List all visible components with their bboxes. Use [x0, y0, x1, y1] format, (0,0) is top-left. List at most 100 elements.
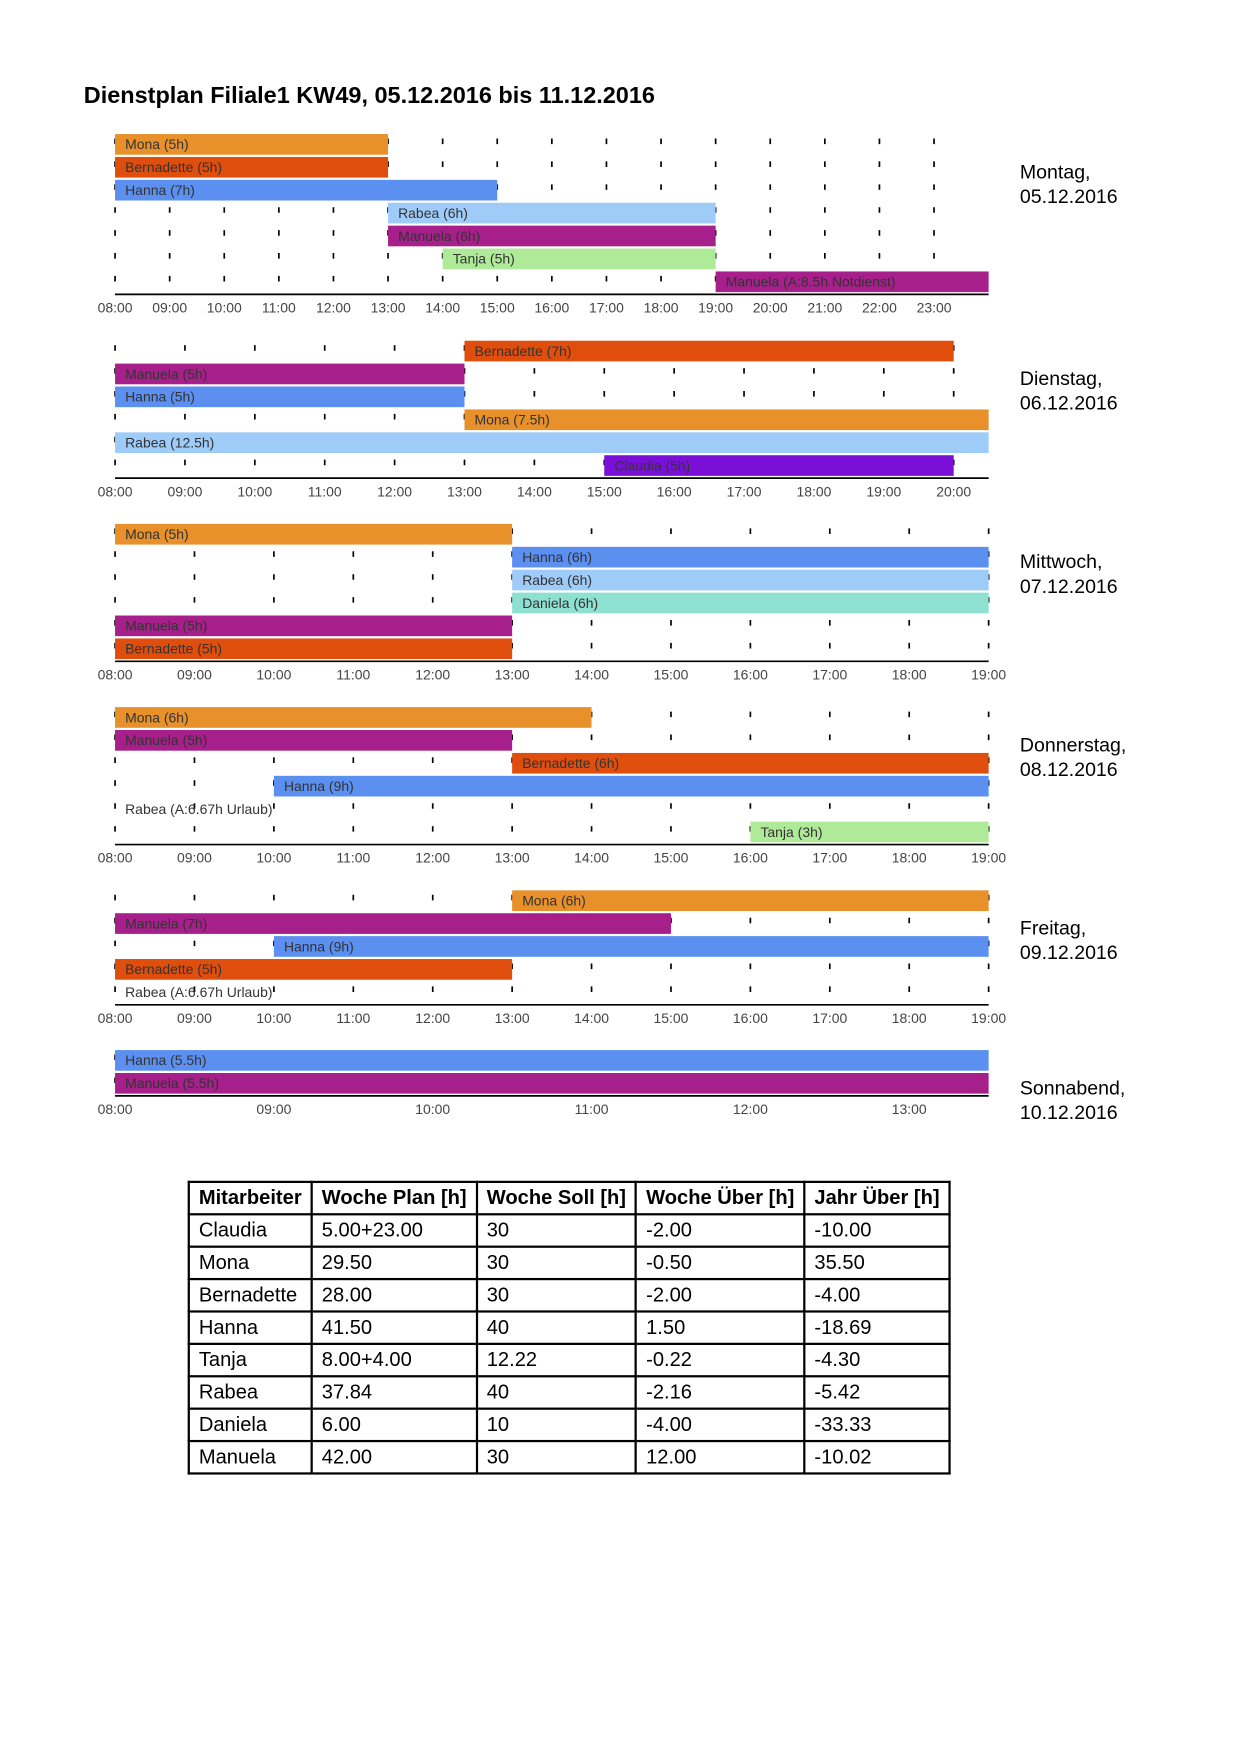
tick-label: 19:00 [698, 300, 733, 316]
tick-label: 15:00 [654, 850, 689, 866]
shift-bar [464, 409, 989, 431]
day-date: 08.12.2016 [1020, 759, 1118, 781]
tick-label: 13:00 [371, 300, 406, 316]
table-cell: 12.00 [634, 1439, 806, 1475]
tick-label: 18:00 [892, 667, 927, 683]
table-cell: 41.50 [310, 1310, 478, 1345]
table-cell: Bernadette [187, 1277, 313, 1313]
tick-label: 11:00 [575, 1101, 609, 1117]
shift-bar [604, 455, 954, 476]
shift-bar [273, 775, 989, 797]
tick-label: 18:00 [892, 1010, 927, 1026]
day-date: 06.12.2016 [1020, 393, 1118, 415]
day-date: 09.12.2016 [1020, 942, 1118, 964]
shift-label: Manuela (A:8.5h Notdienst) [726, 274, 896, 290]
shift-label: Manuela (5h) [125, 618, 207, 634]
table-cell: 28.00 [310, 1277, 478, 1313]
shift-label: Bernadette (5h) [125, 159, 222, 175]
shift-label: Bernadette (6h) [522, 755, 619, 771]
table-cell: 12.22 [475, 1342, 638, 1378]
shift-label: Mona (6h) [522, 892, 586, 908]
tick-label: 13:00 [892, 1101, 927, 1117]
table-row: Bernadette 28.00 30 -2.00 -4.00 [187, 1277, 951, 1313]
tick-label: 14:00 [517, 483, 552, 499]
tick-label: 13:00 [495, 1010, 530, 1026]
header-cell: Woche Soll [h] [475, 1180, 638, 1216]
shift-label: Bernadette (7h) [475, 343, 572, 359]
tick-label: 13:00 [495, 667, 530, 683]
header-cell: Woche Plan [h] [310, 1180, 478, 1216]
tick-label: 14:00 [574, 1010, 609, 1026]
day-date: 07.12.2016 [1020, 576, 1118, 598]
schedule-charts: 08:00 09:00 10:00 11:00 12:00 13:00 14:00 15:00… [98, 134, 1126, 1124]
table-cell: -0.22 [634, 1342, 806, 1378]
table-cell: 37.84 [310, 1375, 478, 1410]
table-cell: -4.00 [803, 1277, 951, 1313]
shift-bar [115, 179, 498, 201]
table-cell: -33.33 [803, 1407, 951, 1443]
tick-label: 10:00 [256, 667, 291, 683]
table-cell: -18.69 [803, 1310, 951, 1345]
table-header: Mitarbeiter Woche Plan [h] Woche Soll [h] W… [187, 1180, 951, 1216]
tick-label: 17:00 [589, 300, 624, 316]
table-cell: 40 [475, 1310, 638, 1345]
tick-label: 11:00 [262, 300, 296, 316]
tick-label: 12:00 [415, 667, 450, 683]
shift-label: Rabea (6h) [398, 205, 468, 221]
table-cell: 30 [475, 1439, 638, 1475]
shift-label: Rabea (6h) [522, 572, 592, 588]
shift-label: Mona (5h) [125, 136, 189, 152]
tick-label: 11:00 [336, 1010, 370, 1026]
table-body: Claudia 5.00+23.00 30 -2.00 -10.00 Mona 29.50 3… [187, 1213, 951, 1475]
tick-label: 08:00 [98, 667, 133, 683]
tick-label: 08:00 [98, 300, 133, 316]
tick-label: 09:00 [177, 667, 212, 683]
day-date: 10.12.2016 [1020, 1102, 1118, 1124]
tick-label: 09:00 [256, 1101, 291, 1117]
tick-label: 08:00 [98, 483, 133, 499]
shift-bar [388, 202, 716, 224]
table-cell: -10.02 [803, 1439, 951, 1475]
table-cell: -0.50 [634, 1245, 806, 1281]
table-row: Manuela 42.00 30 12.00 -10.02 [187, 1439, 951, 1475]
tick-label: 15:00 [654, 1010, 689, 1026]
tick-label: 19:00 [971, 1010, 1006, 1026]
shift-label: Rabea (A:6.67h Urlaub) [125, 801, 272, 817]
shift-label: Hanna (5.5h) [125, 1052, 206, 1068]
tick-label: 22:00 [862, 300, 897, 316]
tick-label: 13:00 [495, 850, 530, 866]
table-cell: 8.00+4.00 [310, 1342, 478, 1378]
shift-label: Bernadette (5h) [125, 641, 222, 657]
tick-label: 12:00 [377, 483, 412, 499]
shift-bar [115, 432, 989, 453]
tick-label: 21:00 [807, 300, 842, 316]
tick-label: 17:00 [727, 483, 762, 499]
shift-bar [115, 156, 389, 178]
day-name: Freitag, [1020, 918, 1086, 940]
table-cell: 29.50 [310, 1245, 478, 1281]
shift-label: Rabea (12.5h) [125, 434, 214, 450]
tick-label: 08:00 [98, 850, 133, 866]
shift-bar [115, 1050, 989, 1071]
tick-label: 14:00 [574, 850, 609, 866]
shift-label: Bernadette (5h) [125, 961, 222, 977]
shift-label: Mona (6h) [125, 709, 189, 725]
shift-bar [115, 959, 513, 980]
tick-label: 08:00 [98, 1010, 133, 1026]
tick-label: 19:00 [971, 667, 1006, 683]
tick-label: 14:00 [425, 300, 460, 316]
tick-label: 10:00 [256, 1010, 291, 1026]
shift-bar [115, 1072, 989, 1094]
shift-label: Hanna (5h) [125, 389, 195, 405]
shift-bar [512, 569, 989, 591]
tick-label: 12:00 [733, 1101, 768, 1117]
tick-label: 14:00 [574, 667, 609, 683]
shift-label: Manuela (5.5h) [125, 1075, 219, 1091]
tick-label: 12:00 [415, 1010, 450, 1026]
day-name: Montag, [1020, 161, 1091, 183]
shift-label: Claudia (5h) [614, 457, 690, 473]
tick-label: 17:00 [812, 850, 847, 866]
tick-label: 15:00 [654, 667, 689, 683]
shift-bar [115, 730, 513, 751]
